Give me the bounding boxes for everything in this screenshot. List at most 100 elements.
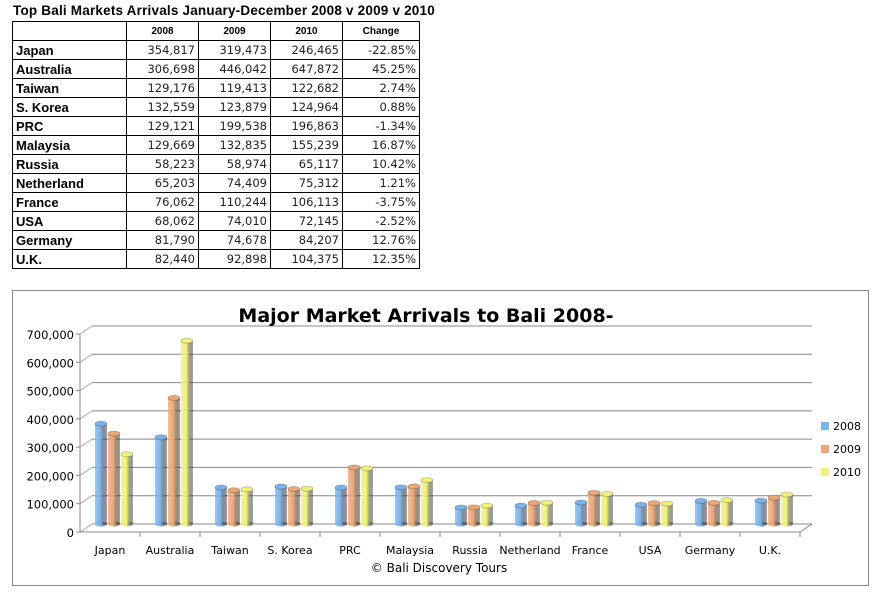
table-row: Malaysia 129,669 132,835 155,239 16.87% [12,135,420,155]
bar-top [780,491,794,498]
bar-base [181,521,193,527]
value-cell: 319,473 [198,40,271,60]
table-body: Japan 354,817 319,473 246,465 -22.85% Austral… [12,40,420,269]
bar-top [347,464,361,471]
bar-top [634,501,648,508]
bar-base [515,521,527,527]
bar-top [394,484,408,491]
x-tick-label: Malaysia [386,544,434,557]
value-cell: 65,203 [126,173,199,193]
bar-base [168,521,180,527]
column-header: 2010 [270,21,343,41]
bar-base [228,521,240,527]
value-cell: 76,062 [126,192,199,212]
bar-2008 [335,487,347,524]
table-row: Australia 306,698 446,042 647,872 45.25% [12,59,420,79]
bar-base [155,521,167,527]
value-cell: 647,872 [270,59,343,79]
value-cell: 132,559 [126,97,199,117]
bar-base [408,521,420,527]
bar-top [600,490,614,497]
bar-top [647,500,661,507]
value-cell: 84,207 [270,230,343,250]
legend-swatch [821,422,829,430]
bar-top [107,430,121,437]
bar-2009 [708,502,720,524]
bar-2008 [515,505,527,524]
chart-svg: 0 100,000 200,000 300,000 400,000 500,000 600,… [26,305,861,575]
country-cell: Taiwan [12,78,127,98]
bar-2009 [348,467,360,524]
value-cell: 16.87% [342,135,420,155]
legend-swatch [821,468,829,476]
bar-top [94,420,108,427]
bar-2008 [95,423,107,524]
bar-2010 [661,503,673,524]
bar-base [215,521,227,527]
bar-top [287,485,301,492]
y-tick-label: 300,000 [26,441,74,455]
bar-base [301,521,313,527]
value-cell: 0.88% [342,97,420,117]
value-cell: 12.35% [342,249,420,269]
country-cell: USA [12,211,127,231]
legend-label: 2009 [833,443,861,456]
bar-top [454,504,468,511]
value-cell: 82,440 [126,249,199,269]
y-tick-label: 200,000 [26,469,74,483]
value-cell: 72,145 [270,211,343,231]
bar-base [588,521,600,527]
column-header [12,21,127,41]
bar-top [167,394,181,401]
x-tick-label: Germany [685,544,736,557]
value-cell: 68,062 [126,211,199,231]
country-cell: PRC [12,116,127,136]
bar-base [95,521,107,527]
value-cell: 58,223 [126,154,199,174]
bar-base [121,521,133,527]
bar-2008 [155,437,167,524]
bar-base [468,521,480,527]
gridline-depth [79,523,93,533]
bar-2010 [181,340,193,524]
country-cell: Netherland [12,173,127,193]
bar-2010 [541,502,553,524]
bar-base [528,521,540,527]
legend-label: 2008 [833,420,861,433]
bar-base [648,521,660,527]
bar-base [288,521,300,527]
value-cell: 124,964 [270,97,343,117]
x-tick-label: Japan [94,544,126,557]
bar-2008 [215,487,227,524]
value-cell: 75,312 [270,173,343,193]
value-cell: 74,678 [198,230,271,250]
bar-top [707,499,721,506]
bar-base [421,521,433,527]
bar-2009 [528,502,540,524]
bar-base [661,521,673,527]
column-header: 2008 [126,21,199,41]
bar-top [300,485,314,492]
value-cell: -1.34% [342,116,420,136]
bar-2010 [421,480,433,524]
gridline-depth [79,382,93,391]
bar-2008 [455,507,467,524]
value-cell: 196,863 [270,116,343,136]
bar-base [575,521,587,527]
country-cell: Japan [12,40,127,60]
value-cell: 129,176 [126,78,199,98]
bar-top [360,465,374,472]
value-cell: 446,042 [198,59,271,79]
x-axis-depth [799,523,813,533]
bar-base [335,521,347,527]
x-tick-label: France [572,544,609,557]
bar-base [241,521,253,527]
bar-base [601,521,613,527]
table-row: USA 68,062 74,010 72,145 -2.52% [12,211,420,231]
bar-2009 [468,507,480,524]
bar-base [481,521,493,527]
gridline-depth [79,410,93,420]
bar-top [240,486,254,493]
y-tick-label: 400,000 [26,413,74,427]
value-cell: 74,010 [198,211,271,231]
